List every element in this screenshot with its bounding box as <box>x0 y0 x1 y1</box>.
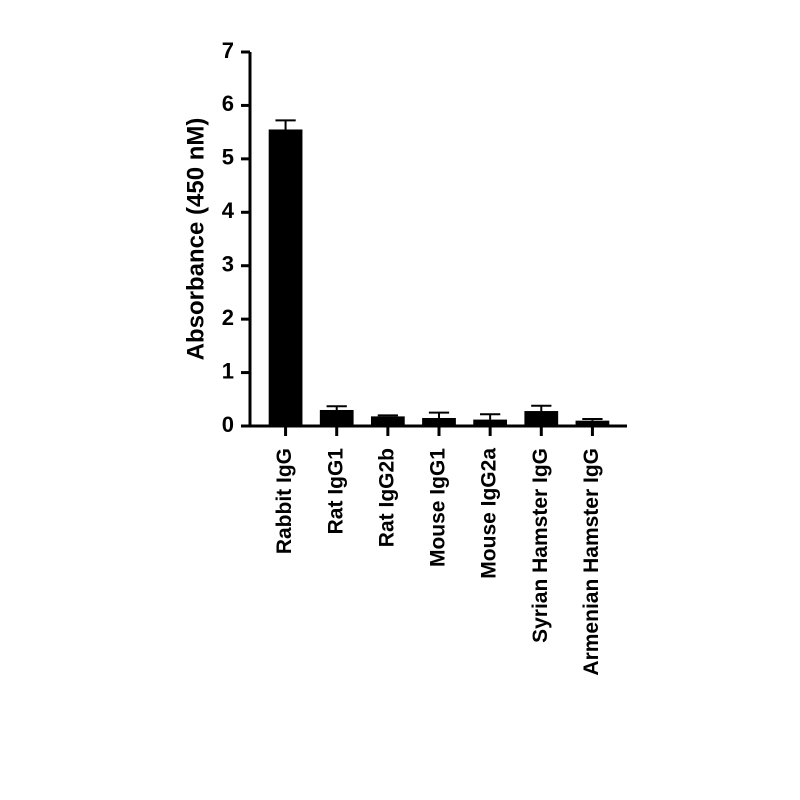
error-bar <box>275 119 296 130</box>
bar <box>422 417 456 426</box>
bar <box>473 419 508 426</box>
x-tick-label: Rabbit IgG <box>273 448 296 554</box>
bar <box>524 411 559 426</box>
bar <box>319 409 354 426</box>
x-tick-label: Rat IgG2b <box>375 448 398 547</box>
bar <box>370 416 405 426</box>
bar <box>575 420 610 426</box>
x-tick-label: Rat IgG1 <box>324 448 347 535</box>
error-bar <box>582 418 603 421</box>
x-tick-label: Mouse IgG1 <box>427 448 450 567</box>
error-bar <box>428 411 450 418</box>
error-bar <box>326 405 347 410</box>
error-bar <box>531 404 552 412</box>
y-tick-label: 4 <box>222 198 235 223</box>
x-tick-label: Mouse IgG2a <box>478 448 501 579</box>
y-tick-label: 0 <box>222 412 234 437</box>
x-tick-label: Armenian Hamster IgG <box>580 448 603 676</box>
error-bar <box>377 414 398 417</box>
y-axis-title: Absorbance (450 nM) <box>182 118 209 361</box>
y-tick-label: 5 <box>222 145 234 170</box>
y-tick-label: 1 <box>222 358 234 383</box>
y-tick-label: 2 <box>222 305 234 330</box>
y-tick-label: 3 <box>222 252 234 277</box>
y-tick-label: 6 <box>222 91 234 116</box>
error-bar <box>480 413 501 420</box>
x-tick-label: Syrian Hamster IgG <box>529 448 552 643</box>
y-tick-label: 7 <box>222 38 234 63</box>
bar <box>268 129 303 426</box>
